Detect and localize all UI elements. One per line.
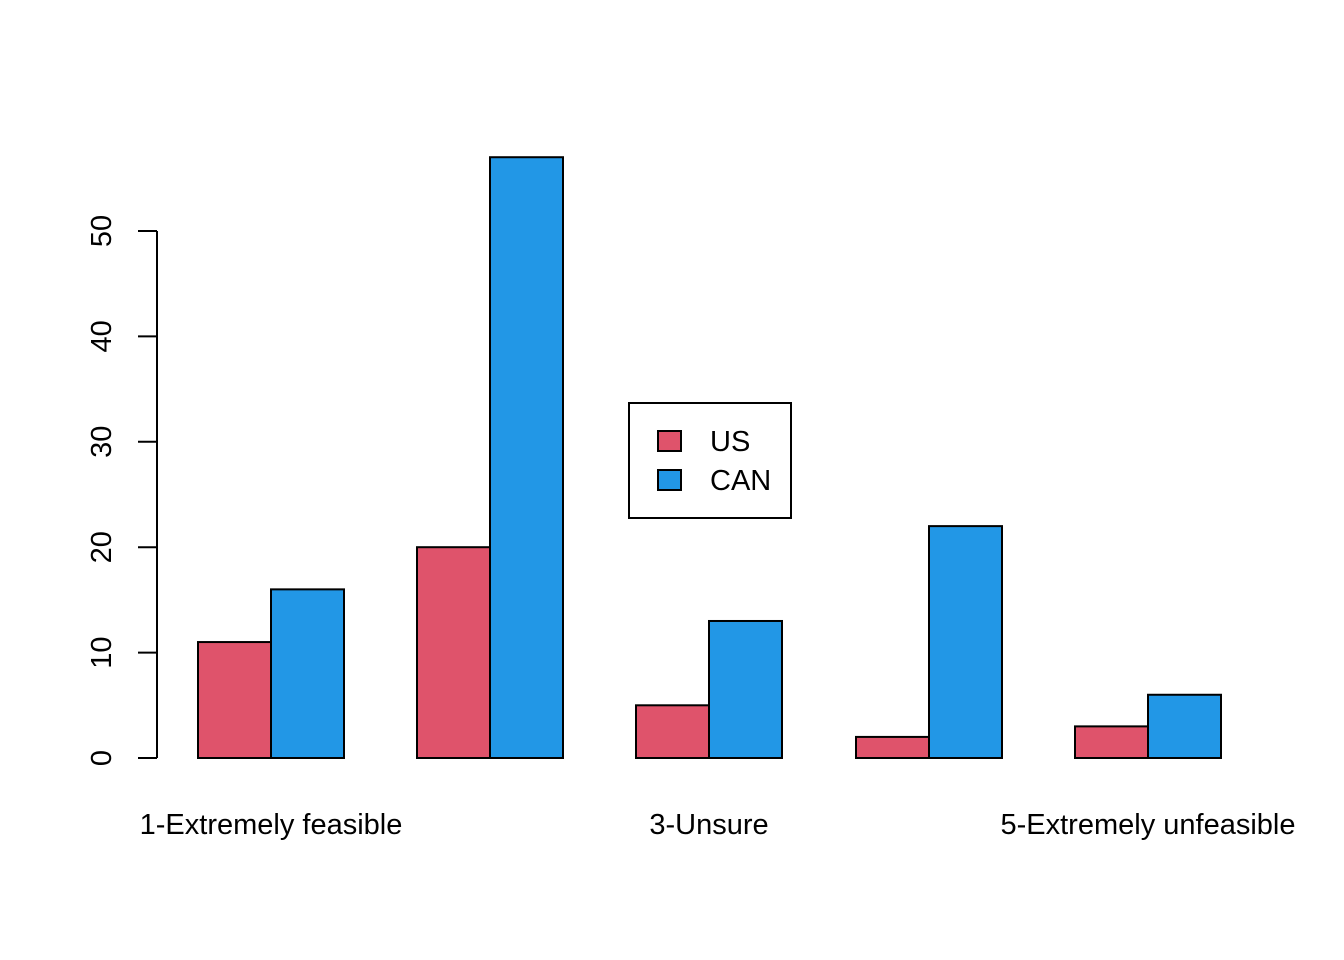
y-tick-label: 20 <box>86 531 118 563</box>
legend: US CAN <box>628 402 792 519</box>
bar-can-5 <box>1147 693 1222 760</box>
legend-label-can: CAN <box>710 465 771 497</box>
bar-us-3 <box>635 704 710 759</box>
legend-box <box>628 402 792 519</box>
legend-swatch-can <box>657 469 682 491</box>
x-axis-labels: 1-Extremely feasible 3-Unsure 5-Extremely … <box>140 809 1296 841</box>
bars-group <box>197 156 1222 760</box>
bar-can-1 <box>270 588 345 759</box>
bar-us-5 <box>1074 725 1149 760</box>
legend-swatch-us <box>657 430 682 452</box>
bar-us-1 <box>197 641 272 759</box>
bar-can-3 <box>708 619 783 759</box>
x-category-label: 1-Extremely feasible <box>140 809 403 841</box>
bar-can-2 <box>489 156 564 760</box>
y-tick-label: 0 <box>86 750 118 766</box>
y-tick-label: 10 <box>86 636 118 668</box>
y-tick-label: 30 <box>86 426 118 458</box>
bar-can-4 <box>928 525 1003 759</box>
y-axis: 0 10 20 30 40 50 <box>86 215 158 766</box>
legend-label-us: US <box>710 426 750 458</box>
x-category-label: 5-Extremely unfeasible <box>1001 809 1296 841</box>
x-category-label: 3-Unsure <box>649 809 768 841</box>
bar-us-4 <box>855 735 930 759</box>
bar-us-2 <box>416 546 491 760</box>
y-tick-label: 50 <box>86 215 118 247</box>
y-tick-label: 40 <box>86 320 118 352</box>
